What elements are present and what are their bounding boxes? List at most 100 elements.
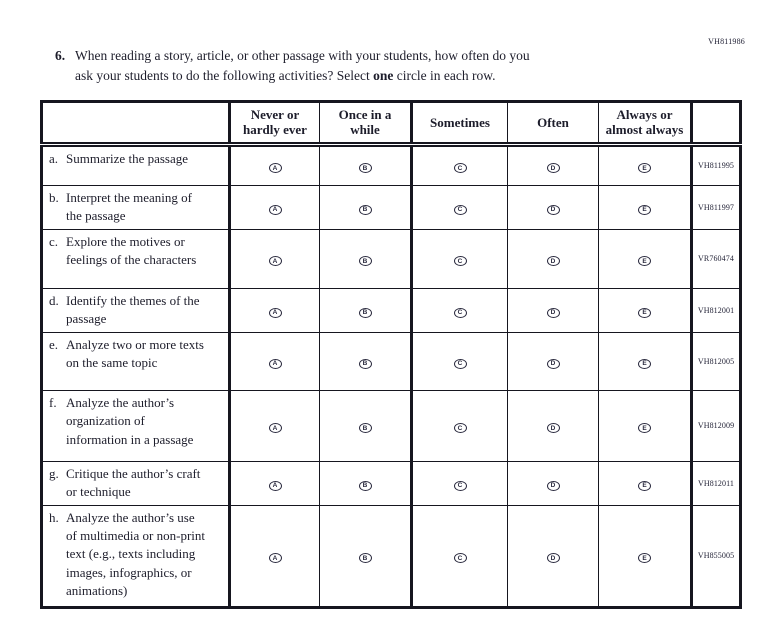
option-c-bubble[interactable]: C bbox=[453, 423, 467, 434]
item-letter: e. bbox=[49, 336, 59, 352]
option-d-bubble[interactable]: D bbox=[546, 480, 560, 491]
item-text: Interpret the meaning of the passage bbox=[66, 189, 192, 224]
item-code: VH812005 bbox=[690, 331, 741, 391]
item-letter: g. bbox=[49, 465, 59, 481]
table-row: d. Identify the themes of the passage A B C D… bbox=[41, 287, 741, 333]
bubble-cell: C bbox=[410, 331, 508, 391]
bubble-cell: B bbox=[319, 144, 412, 186]
option-c-bubble[interactable]: C bbox=[453, 256, 467, 267]
option-a-bubble[interactable]: A bbox=[268, 480, 282, 491]
item-letter: f. bbox=[49, 394, 57, 410]
question-bold-word: one bbox=[373, 67, 394, 83]
option-c-bubble[interactable]: C bbox=[453, 307, 467, 318]
option-e-bubble[interactable]: E bbox=[638, 256, 651, 267]
option-a-bubble[interactable]: A bbox=[268, 553, 282, 563]
option-b-bubble[interactable]: B bbox=[358, 204, 372, 215]
bubble-cell: B bbox=[319, 184, 412, 230]
item-cell: f. Analyze the author’s organization of i… bbox=[41, 389, 230, 462]
option-d-bubble[interactable]: D bbox=[546, 358, 560, 369]
bubble-cell: C bbox=[410, 144, 508, 186]
option-c-bubble[interactable]: C bbox=[453, 480, 467, 491]
item-cell: e. Analyze two or more texts on the same … bbox=[41, 331, 230, 391]
bubble-cell: D bbox=[507, 184, 599, 230]
option-e-bubble[interactable]: E bbox=[638, 480, 651, 491]
frequency-matrix-table: Never or hardly ever Once in a while Som… bbox=[40, 100, 742, 609]
question-line2-end: circle in each row. bbox=[393, 67, 496, 83]
bubble-cell: A bbox=[228, 287, 320, 333]
item-text: Analyze the author’s organization of inf… bbox=[66, 394, 194, 447]
table-row: a. Summarize the passage A B C D E VH811995 bbox=[42, 144, 741, 186]
table-row: c. Explore the motives or feelings of the… bbox=[41, 228, 741, 289]
option-d-bubble[interactable]: D bbox=[546, 204, 560, 215]
bubble-cell: E bbox=[598, 389, 692, 462]
option-d-bubble[interactable]: D bbox=[546, 256, 560, 267]
bubble-cell: A bbox=[228, 144, 320, 186]
option-b-bubble[interactable]: B bbox=[358, 163, 372, 174]
option-e-bubble[interactable]: E bbox=[638, 423, 651, 434]
header-item-column bbox=[41, 101, 230, 147]
bubble-cell: B bbox=[319, 389, 412, 462]
table-row: h. Analyze the author’s use of multimedia… bbox=[41, 504, 741, 607]
bubble-cell: D bbox=[507, 287, 599, 333]
bubble-cell: D bbox=[507, 144, 599, 186]
item-cell: b. Interpret the meaning of the passage bbox=[41, 184, 230, 230]
option-c-bubble[interactable]: C bbox=[453, 358, 467, 369]
option-d-bubble[interactable]: D bbox=[546, 163, 560, 174]
bubble-cell: E bbox=[598, 331, 692, 391]
bubble-cell: A bbox=[228, 460, 320, 505]
item-code: VH812009 bbox=[690, 389, 741, 462]
table-row: f. Analyze the author’s organization of i… bbox=[41, 389, 741, 462]
option-b-bubble[interactable]: B bbox=[358, 358, 372, 369]
option-e-bubble[interactable]: E bbox=[638, 553, 651, 563]
item-cell: h. Analyze the author’s use of multimedia… bbox=[41, 504, 230, 607]
header-once-in-a-while: Once in a while bbox=[319, 101, 412, 147]
option-d-bubble[interactable]: D bbox=[546, 553, 560, 563]
option-b-bubble[interactable]: B bbox=[358, 553, 372, 563]
option-e-bubble[interactable]: E bbox=[638, 358, 651, 369]
option-e-bubble[interactable]: E bbox=[638, 163, 651, 174]
item-text: Identify the themes of the passage bbox=[66, 292, 200, 327]
option-a-bubble[interactable]: A bbox=[268, 204, 282, 215]
table-row: b. Interpret the meaning of the passage A B… bbox=[41, 184, 741, 230]
option-d-bubble[interactable]: D bbox=[546, 423, 560, 434]
bubble-cell: A bbox=[228, 184, 320, 230]
item-cell: c. Explore the motives or feelings of the… bbox=[41, 228, 230, 289]
option-a-bubble[interactable]: A bbox=[268, 307, 282, 318]
option-b-bubble[interactable]: B bbox=[358, 256, 372, 267]
option-c-bubble[interactable]: C bbox=[453, 553, 467, 563]
item-code: VH811997 bbox=[690, 184, 741, 230]
question-block: 6. When reading a story, article, or oth… bbox=[55, 46, 733, 85]
bubble-cell: B bbox=[319, 504, 412, 607]
option-e-bubble[interactable]: E bbox=[638, 204, 651, 215]
option-a-bubble[interactable]: A bbox=[268, 163, 282, 174]
bubble-cell: E bbox=[598, 144, 692, 186]
question-text: When reading a story, article, or other … bbox=[75, 46, 530, 85]
bubble-cell: B bbox=[319, 287, 412, 333]
option-c-bubble[interactable]: C bbox=[453, 163, 467, 174]
option-a-bubble[interactable]: A bbox=[268, 256, 282, 267]
header-code-column bbox=[690, 101, 741, 147]
item-code: VR760474 bbox=[690, 228, 741, 289]
bubble-cell: E bbox=[598, 287, 692, 333]
item-text: Analyze the author’s use of multimedia o… bbox=[66, 509, 206, 599]
bubble-cell: D bbox=[507, 460, 599, 505]
option-e-bubble[interactable]: E bbox=[638, 307, 651, 318]
option-d-bubble[interactable]: D bbox=[546, 307, 560, 318]
bubble-cell: E bbox=[598, 184, 692, 230]
option-a-bubble[interactable]: A bbox=[268, 358, 282, 369]
option-a-bubble[interactable]: A bbox=[268, 423, 282, 434]
option-b-bubble[interactable]: B bbox=[358, 480, 372, 491]
bubble-cell: E bbox=[598, 460, 692, 505]
question-line1: When reading a story, article, or other … bbox=[75, 48, 530, 63]
option-c-bubble[interactable]: C bbox=[453, 204, 467, 215]
bubble-cell: C bbox=[410, 287, 508, 333]
bubble-cell: C bbox=[410, 504, 508, 607]
bubble-cell: D bbox=[507, 504, 599, 607]
option-b-bubble[interactable]: B bbox=[358, 423, 372, 434]
bubble-cell: D bbox=[507, 331, 599, 391]
item-cell: d. Identify the themes of the passage bbox=[41, 287, 230, 333]
table-row: e. Analyze two or more texts on the same … bbox=[41, 331, 741, 391]
option-b-bubble[interactable]: B bbox=[358, 307, 372, 318]
item-code: VH812011 bbox=[690, 460, 741, 505]
